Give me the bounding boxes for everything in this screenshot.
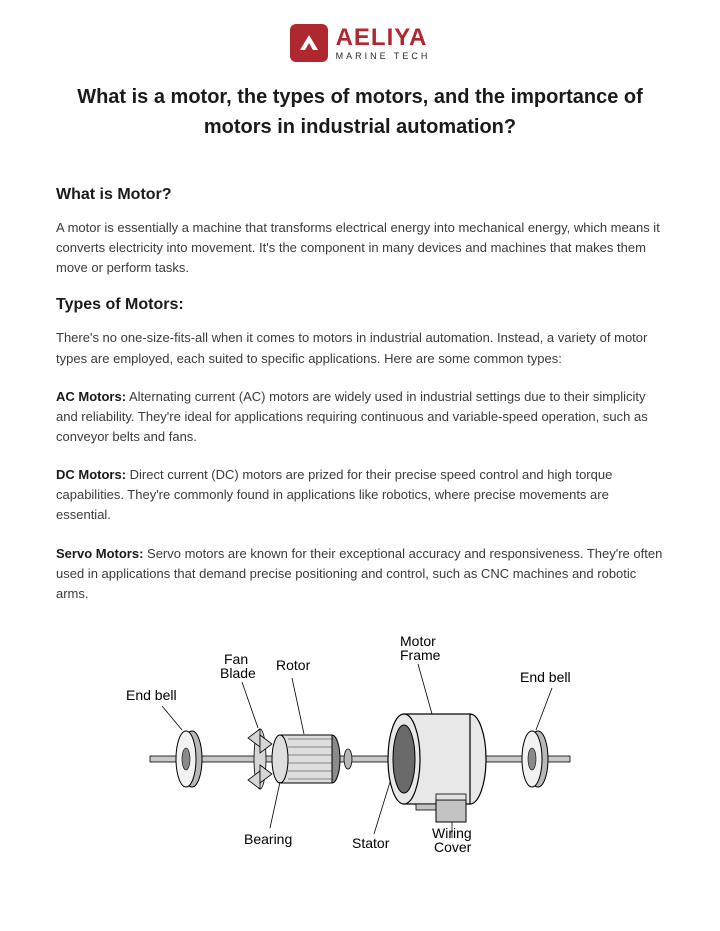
diagram-wiring-cover: [436, 794, 466, 822]
heading-what-is-motor: What is Motor?: [56, 186, 664, 204]
diagram-bearing: [344, 749, 352, 769]
label-ac-motors: AC Motors:: [56, 389, 126, 404]
label-servo-motors: Servo Motors:: [56, 546, 143, 561]
label-dc-motors: DC Motors:: [56, 467, 126, 482]
body-servo-motors: Servo motors are known for their excepti…: [56, 546, 662, 601]
body-dc-motors: Direct current (DC) motors are prized fo…: [56, 467, 612, 522]
diagram-label-endbell-left: End bell: [126, 687, 177, 703]
para-what-is-motor: A motor is essentially a machine that tr…: [56, 218, 664, 278]
logo: AELIYA MARINE TECH: [56, 24, 664, 62]
logo-brand: AELIYA: [336, 26, 431, 50]
diagram-endbell-right: [522, 731, 548, 787]
para-servo-motors: Servo Motors: Servo motors are known for…: [56, 544, 664, 604]
diagram-label-endbell-right: End bell: [520, 669, 571, 685]
diagram-label-stator: Stator: [352, 835, 390, 851]
para-ac-motors: AC Motors: Alternating current (AC) moto…: [56, 387, 664, 447]
diagram-rotor: [272, 735, 340, 783]
motor-exploded-diagram: End bell Fan Blade Rotor Bearing Stator …: [56, 622, 664, 852]
heading-types-of-motors: Types of Motors:: [56, 296, 664, 314]
diagram-label-bearing: Bearing: [244, 831, 292, 847]
diagram-label-wiring-cover-2b: Cover: [434, 839, 472, 852]
para-types-intro: There's no one-size-fits-all when it com…: [56, 328, 664, 368]
para-dc-motors: DC Motors: Direct current (DC) motors ar…: [56, 465, 664, 525]
logo-subtitle: MARINE TECH: [336, 52, 431, 61]
body-ac-motors: Alternating current (AC) motors are wide…: [56, 389, 648, 444]
diagram-label-rotor: Rotor: [276, 657, 311, 673]
logo-text: AELIYA MARINE TECH: [336, 26, 431, 61]
diagram-label-fan-blade-2: Blade: [220, 665, 256, 681]
diagram-label-motor-frame-2: Frame: [400, 647, 441, 663]
diagram-endbell-left: [176, 731, 202, 787]
page-title: What is a motor, the types of motors, an…: [56, 82, 664, 142]
logo-icon: [290, 24, 328, 62]
